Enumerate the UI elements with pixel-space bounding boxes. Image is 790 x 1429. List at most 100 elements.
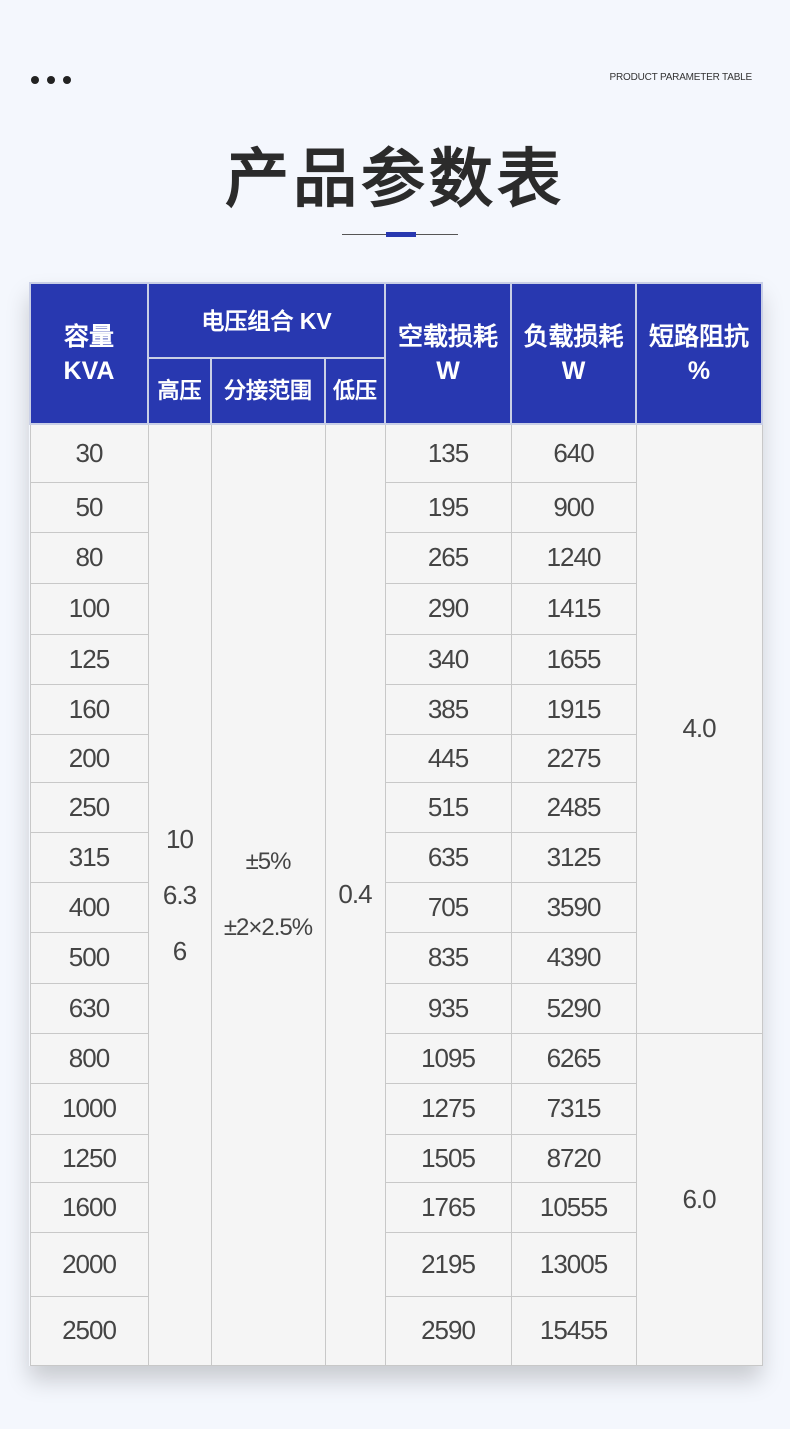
load-loss-cell: 5290 — [510, 982, 637, 1034]
no-load-loss-cell: 2195 — [384, 1231, 512, 1297]
tap-value: ±2×2.5% — [223, 913, 313, 941]
capacity-cell: 200 — [29, 733, 149, 783]
capacity-cell: 315 — [29, 831, 149, 883]
more-dots-icon — [31, 76, 71, 84]
table-row: 80 265 1240 — [29, 531, 762, 584]
table-row: 50 195 900 — [29, 481, 762, 533]
no-load-loss-cell: 195 — [384, 481, 512, 533]
header-no-load-label: 空载损耗 — [398, 322, 499, 351]
capacity-cell: 630 — [29, 982, 149, 1034]
capacity-cell: 500 — [29, 931, 149, 984]
no-load-loss-cell: 935 — [384, 982, 512, 1034]
capacity-cell: 80 — [29, 531, 149, 584]
no-load-loss-cell: 2590 — [384, 1295, 512, 1366]
table-row: 2000 2195 13005 — [29, 1231, 762, 1297]
load-loss-cell: 900 — [510, 481, 637, 533]
table-row: 315 635 3125 — [29, 831, 762, 883]
impedance-cell: 4.0 — [635, 423, 763, 1034]
header-impedance-unit: % — [687, 356, 711, 385]
capacity-cell: 50 — [29, 481, 149, 533]
table-row: 125 340 1655 — [29, 633, 762, 685]
header-hv: 高压 — [147, 357, 212, 425]
table-row: 250 515 2485 — [29, 781, 762, 833]
load-loss-cell: 3590 — [510, 881, 637, 933]
no-load-loss-cell: 340 — [384, 633, 512, 685]
hv-cell: 10 6.3 6 — [147, 423, 212, 1366]
capacity-cell: 250 — [29, 781, 149, 833]
capacity-cell: 2500 — [29, 1295, 149, 1366]
tap-value: ±5% — [245, 847, 292, 875]
load-loss-cell: 3125 — [510, 831, 637, 883]
capacity-cell: 1000 — [29, 1082, 149, 1135]
header-lv: 低压 — [323, 357, 387, 425]
header-voltage-group: 电压组合 KV — [146, 282, 387, 359]
header-load-unit: W — [561, 356, 586, 385]
capacity-cell: 800 — [29, 1032, 149, 1084]
no-load-loss-cell: 385 — [384, 683, 512, 735]
load-loss-cell: 1655 — [510, 633, 637, 685]
no-load-loss-cell: 1275 — [384, 1082, 512, 1135]
header-capacity-unit: KVA — [63, 356, 115, 385]
lv-cell: 0.4 — [324, 423, 386, 1366]
table-row: 1600 1765 10555 — [29, 1181, 762, 1233]
capacity-cell: 30 — [29, 423, 149, 483]
parameter-table: 容量 KVA 电压组合 KV 空载损耗 W 负载损耗 W 短路阻抗% 高压 分接范围 … — [29, 282, 764, 1366]
table-row: 500 835 4390 — [29, 931, 762, 984]
header-no-load-unit: W — [436, 356, 460, 385]
load-loss-cell: 1415 — [510, 582, 637, 635]
capacity-cell: 2000 — [29, 1231, 149, 1297]
hv-value: 10 — [166, 823, 194, 854]
table-row: 200 445 2275 — [29, 733, 762, 783]
load-loss-cell: 2275 — [510, 733, 637, 783]
load-loss-cell: 7315 — [510, 1082, 637, 1135]
capacity-cell: 400 — [29, 881, 149, 933]
table-row: 800 1095 6265 6.0 — [29, 1032, 763, 1366]
capacity-cell: 1250 — [29, 1133, 149, 1183]
table-row: 2500 2590 15455 — [29, 1295, 762, 1366]
subtitle-en: PRODUCT PARAMETER TABLE — [609, 72, 753, 83]
no-load-loss-cell: 290 — [384, 582, 512, 635]
capacity-cell: 100 — [29, 582, 149, 635]
tap-range-cell: ±5% ±2×2.5% — [210, 423, 326, 1366]
table-row: 1250 1505 8720 — [29, 1133, 762, 1183]
hv-value: 6.3 — [162, 879, 197, 910]
load-loss-cell: 10555 — [510, 1181, 637, 1233]
table-row: 630 935 5290 — [29, 982, 762, 1034]
capacity-cell: 160 — [29, 683, 149, 735]
load-loss-cell: 2485 — [510, 781, 637, 833]
table-row: 30 10 6.3 6 ±5% ±2×2.5% 0.4 135 640 4.0 — [29, 423, 763, 1366]
hv-value: 6 — [172, 935, 187, 966]
capacity-cell: 1600 — [29, 1181, 149, 1233]
load-loss-cell: 4390 — [510, 931, 637, 984]
load-loss-cell: 1915 — [510, 683, 637, 735]
table-row: 1000 1275 7315 — [29, 1082, 762, 1135]
no-load-loss-cell: 265 — [384, 531, 512, 584]
header-load-loss: 负载损耗 W — [510, 282, 638, 425]
table-body: 30 10 6.3 6 ±5% ±2×2.5% 0.4 135 640 4.0 50 195 900 80… — [29, 423, 763, 1366]
table-row: 100 290 1415 — [29, 582, 762, 635]
load-loss-cell: 6265 — [510, 1032, 637, 1084]
impedance-cell: 6.0 — [635, 1032, 763, 1366]
header-capacity-label: 容量 — [63, 322, 114, 351]
no-load-loss-cell: 835 — [384, 931, 512, 984]
header-impedance-label: 短路阻抗 — [649, 322, 750, 351]
load-loss-cell: 640 — [510, 423, 637, 483]
header-tap-range: 分接范围 — [210, 357, 326, 425]
no-load-loss-cell: 445 — [384, 733, 512, 783]
no-load-loss-cell: 1095 — [384, 1032, 512, 1084]
load-loss-cell: 8720 — [510, 1133, 637, 1183]
load-loss-cell: 13005 — [510, 1231, 637, 1297]
no-load-loss-cell: 1505 — [384, 1133, 512, 1183]
load-loss-cell: 15455 — [510, 1295, 637, 1366]
capacity-cell: 125 — [29, 633, 149, 685]
table-row: 160 385 1915 — [29, 683, 762, 735]
header-load-label: 负载损耗 — [523, 322, 624, 351]
no-load-loss-cell: 135 — [384, 423, 512, 483]
no-load-loss-cell: 635 — [384, 831, 512, 883]
no-load-loss-cell: 515 — [384, 781, 512, 833]
no-load-loss-cell: 1765 — [384, 1181, 512, 1233]
title-divider-accent — [386, 232, 416, 237]
page-title: 产品参数表 — [225, 143, 565, 215]
header-capacity: 容量 KVA — [29, 282, 149, 425]
no-load-loss-cell: 705 — [384, 881, 512, 933]
